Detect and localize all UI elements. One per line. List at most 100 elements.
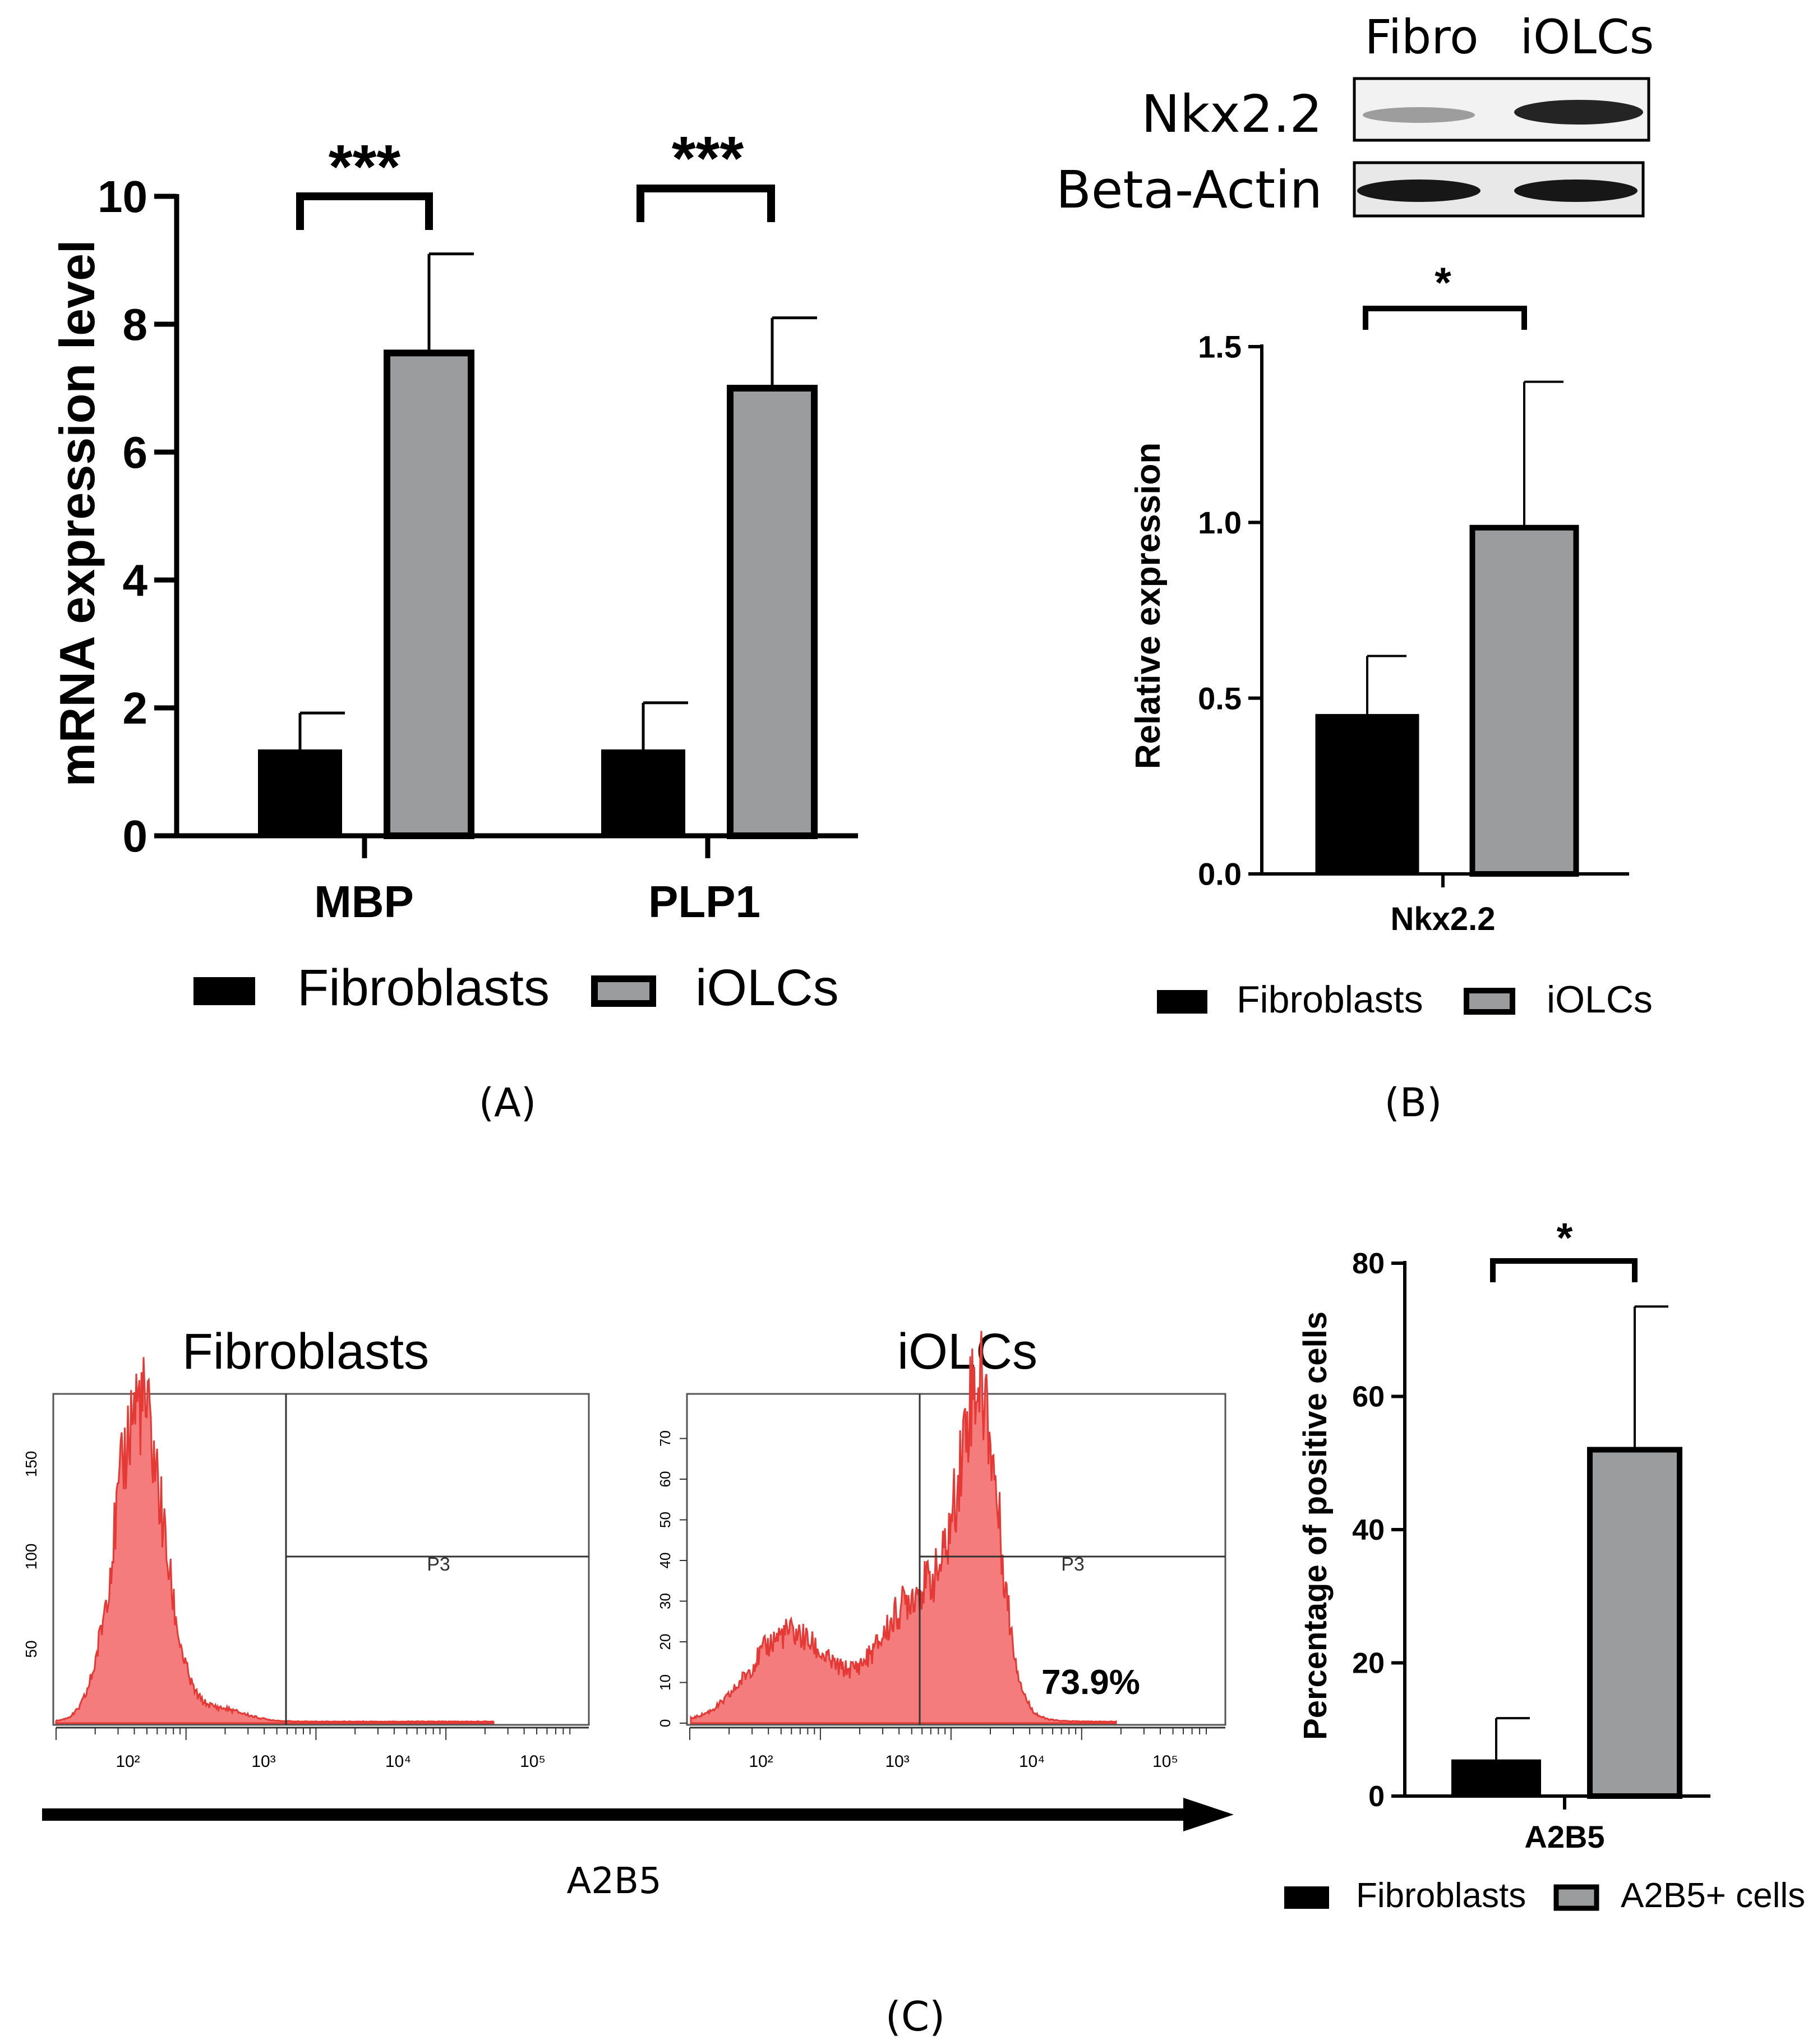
- panel-b-legend-fibroblasts: Fibroblasts: [1237, 978, 1423, 1021]
- panel-a-legend-swatch-fibroblasts: [193, 977, 255, 1005]
- histogram-2-ytick-label: 0: [657, 1719, 674, 1727]
- panel-a-category-mbp: MBP: [314, 877, 414, 927]
- panel-a-legend-swatch-iolcs: [591, 975, 656, 1007]
- panel-a-legend-fibroblasts: Fibroblasts: [297, 959, 550, 1016]
- blot-lane-iolcs: iOLCs: [1520, 10, 1654, 65]
- panel-c-legend-fibroblasts: Fibroblasts: [1356, 1876, 1526, 1915]
- histogram-1-gate-label: P3: [427, 1554, 450, 1575]
- y-tick-label: 4: [123, 555, 148, 605]
- histogram-2-area: [690, 1331, 1117, 1724]
- bar-fibroblasts-mbp: [258, 749, 342, 836]
- y-tick-label: 2: [123, 683, 148, 733]
- histogram-2-percent: 73.9%: [1041, 1663, 1140, 1702]
- y-tick-label: 1.5: [1198, 329, 1242, 365]
- bar-iolcs-nkx2-2: [1469, 524, 1579, 877]
- y-tick-label: 6: [123, 427, 148, 477]
- significance-bracket: [1363, 306, 1527, 330]
- histogram-2-ytick-label: 40: [657, 1553, 674, 1569]
- histogram-1-ytick-150: 150: [22, 1451, 40, 1477]
- panel-c-bar-chart: 0 20 40 60 80 Percentage of positive cells A…: [1284, 1214, 1805, 1915]
- panel-c-flow-cytometry: Fibroblasts iOLCs P3 50 100 150 10² 10³ …: [22, 1324, 1234, 2040]
- blot-row-label-nkx22: Nkx2.2: [1141, 84, 1322, 144]
- histogram-2-xtick-1e3: 10³: [885, 1752, 909, 1771]
- panel-b-category: Nkx2.2: [1390, 901, 1495, 937]
- panel-b-significance: *: [1435, 259, 1451, 307]
- panel-b-legend-swatch-iolcs: [1464, 988, 1515, 1015]
- y-tick-label: 0.5: [1198, 680, 1242, 716]
- blot-band-nkx22-fibro: [1363, 107, 1475, 123]
- bar-a2b5-cells-a2b5: [1587, 1447, 1682, 1799]
- western-blot: Fibro iOLCs Nkx2.2 Beta-Actin: [1056, 10, 1654, 220]
- histogram-2-xtick-1e2: 10²: [749, 1752, 773, 1771]
- y-tick-label: 0: [1368, 1780, 1385, 1813]
- histogram-2-y-ticks: 0 10 20 30 40 50 60 70: [657, 1430, 687, 1727]
- histogram-1-frame: [52, 1393, 590, 1726]
- y-tick-label: 40: [1352, 1514, 1385, 1546]
- panel-b-legend-iolcs: iOLCs: [1547, 978, 1653, 1021]
- panel-b-label: (B): [1385, 1080, 1442, 1126]
- blot-row-label-beta-actin: Beta-Actin: [1056, 160, 1322, 220]
- y-tick-label: 1.0: [1198, 505, 1242, 540]
- panel-c-significance: *: [1557, 1214, 1573, 1261]
- histogram-2-title: iOLCs: [897, 1324, 1037, 1380]
- panel-a-ylabel: mRNA expression level: [49, 240, 105, 787]
- bar-fibroblasts-nkx2-2: [1315, 713, 1419, 874]
- panel-a-significance-mbp: ***: [329, 132, 401, 201]
- histogram-1-x-axis: [56, 1727, 589, 1740]
- significance-bracket: [296, 192, 433, 230]
- a2b5-axis-arrow-head: [1183, 1798, 1234, 1831]
- significance-bracket: [1490, 1258, 1638, 1282]
- blot-band-nkx22-iolcs: [1514, 100, 1643, 125]
- panel-c-ylabel: Percentage of positive cells: [1297, 1311, 1334, 1740]
- y-tick-label: 0.0: [1198, 857, 1242, 892]
- panel-b-bar-chart: 0.00.51.01.5 Relative expression Nkx2.2 …: [1129, 259, 1653, 1126]
- bar-iolcs-plp1: [727, 385, 818, 839]
- y-tick-label: 60: [1352, 1381, 1385, 1414]
- y-tick-label: 8: [123, 300, 148, 349]
- panel-c-legend-swatch-a2b5: [1553, 1884, 1599, 1911]
- y-tick-label: 0: [123, 811, 148, 861]
- bar-iolcs-mbp: [384, 349, 474, 839]
- blot-lane-fibro: Fibro: [1365, 10, 1479, 65]
- significance-bracket: [637, 185, 775, 222]
- blot-band-actin-iolcs: [1514, 179, 1638, 202]
- histogram-1-xtick-1e2: 10²: [116, 1752, 140, 1771]
- panel-a-label: (A): [479, 1080, 537, 1126]
- panel-a-legend-iolcs: iOLCs: [695, 959, 839, 1016]
- histogram-1-xtick-1e5: 10⁵: [520, 1752, 546, 1771]
- histogram-1-ytick-100: 100: [22, 1544, 40, 1570]
- histogram-1-title: Fibroblasts: [182, 1324, 429, 1380]
- histogram-2-ytick-label: 50: [657, 1512, 674, 1528]
- panel-a-category-plp1: PLP1: [648, 877, 760, 927]
- histogram-2-ytick-label: 10: [657, 1674, 674, 1691]
- histogram-2-ytick-label: 30: [657, 1593, 674, 1609]
- panel-c-legend-a2b5: A2B5+ cells: [1621, 1876, 1805, 1915]
- histogram-2-frame: [686, 1393, 1226, 1726]
- histogram-2-gate-label: P3: [1061, 1554, 1085, 1575]
- histogram-1-area: [55, 1357, 495, 1724]
- histogram-2-xtick-1e5: 10⁵: [1152, 1752, 1178, 1771]
- panel-a-significance-plp1: ***: [672, 124, 744, 193]
- panel-a-bar-chart: 0 2 4 6 8 10 mRNA expression level MBP PLP1 *…: [49, 124, 858, 1126]
- a2b5-axis-label: A2B5: [566, 1861, 661, 1902]
- histogram-2-ytick-label: 60: [657, 1471, 674, 1488]
- histogram-1-xtick-1e4: 10⁴: [385, 1752, 411, 1771]
- histogram-2-ytick-label: 70: [657, 1430, 674, 1447]
- y-tick-label: 20: [1352, 1647, 1385, 1680]
- panel-c-legend-swatch-fibroblasts: [1284, 1886, 1329, 1909]
- blot-band-actin-fibro: [1357, 179, 1480, 202]
- histogram-1-ytick-50: 50: [22, 1640, 40, 1658]
- bar-fibroblasts-a2b5: [1451, 1759, 1541, 1796]
- histogram-2-ytick-label: 20: [657, 1634, 674, 1650]
- y-tick-label: 80: [1352, 1247, 1385, 1280]
- panel-c-category: A2B5: [1524, 1819, 1604, 1854]
- panel-c-label: (C): [885, 1993, 945, 2040]
- bar-fibroblasts-plp1: [601, 749, 685, 836]
- histogram-2-x-axis: [689, 1727, 1225, 1740]
- panel-b-ylabel: Relative expression: [1129, 443, 1168, 769]
- y-tick-label: 10: [98, 172, 147, 222]
- histogram-2-xtick-1e4: 10⁴: [1019, 1752, 1045, 1771]
- histogram-1-xtick-1e3: 10³: [251, 1752, 275, 1771]
- panel-b-legend-swatch-fibroblasts: [1157, 990, 1207, 1014]
